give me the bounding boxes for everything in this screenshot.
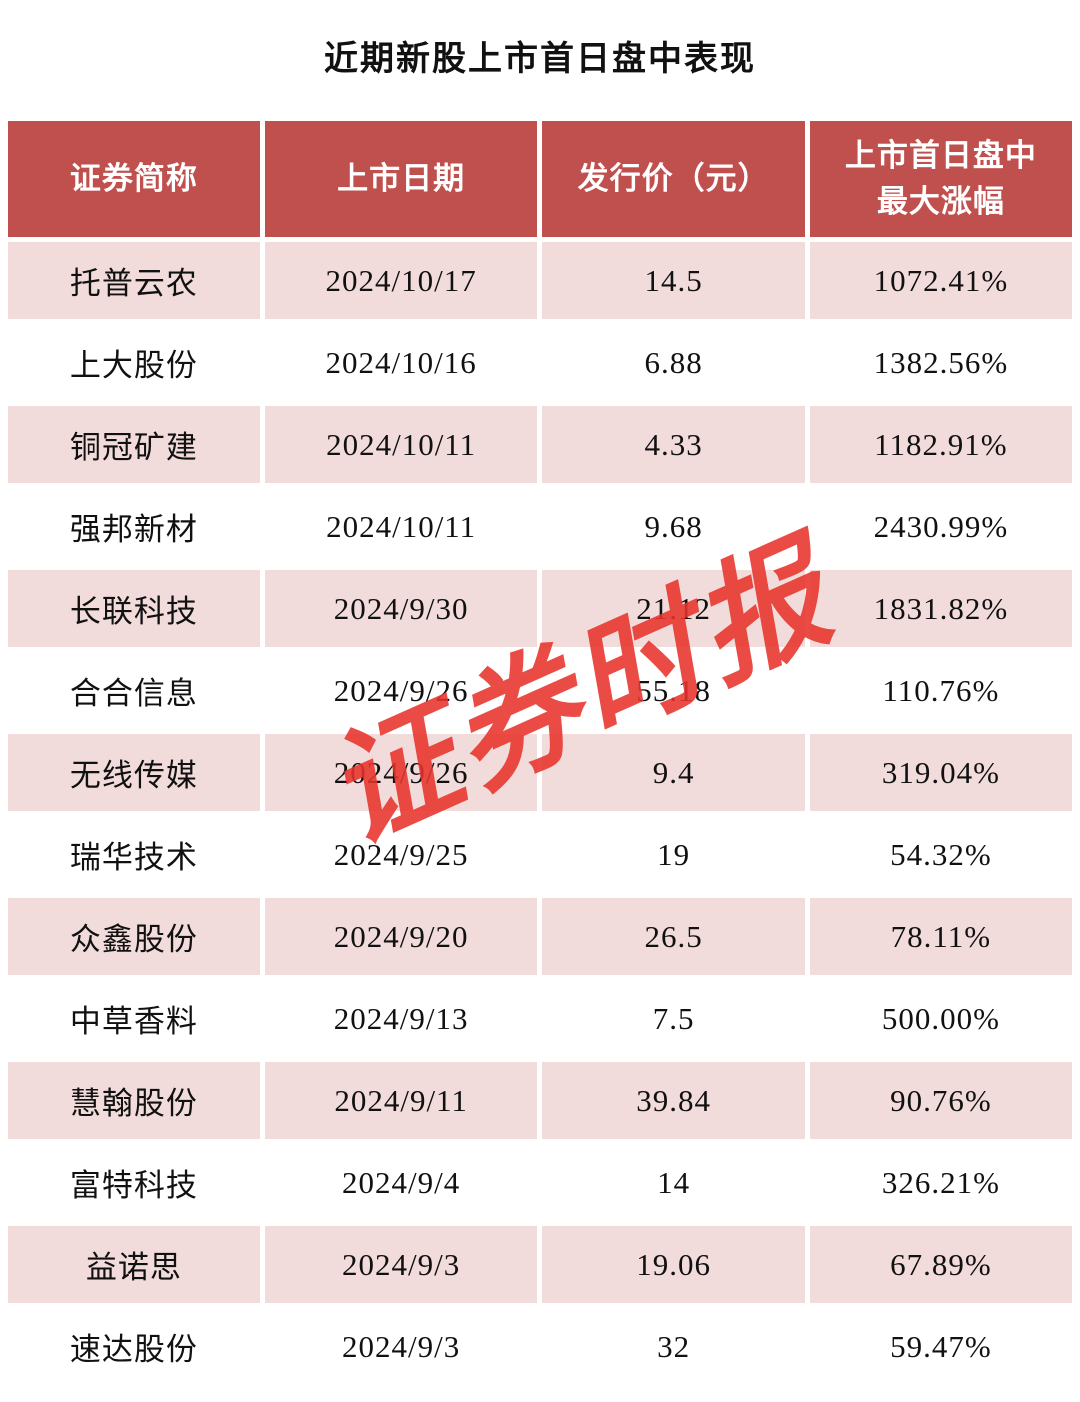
- table-cell: 7.5: [542, 980, 805, 1057]
- table-cell: 319.04%: [809, 734, 1072, 811]
- table-cell: 1072.41%: [809, 242, 1072, 319]
- table-cell: 90.76%: [809, 1062, 1072, 1139]
- table-cell: 26.5: [542, 898, 805, 975]
- table-cell: 慧翰股份: [8, 1062, 260, 1139]
- table-cell: 14.5: [542, 242, 805, 319]
- table-row: 长联科技 2024/9/30 21.12 1831.82%: [8, 570, 1072, 647]
- table-cell: 2024/9/4: [264, 1144, 538, 1221]
- table-row: 慧翰股份 2024/9/11 39.84 90.76%: [8, 1062, 1072, 1139]
- table-row: 瑞华技术 2024/9/25 19 54.32%: [8, 816, 1072, 893]
- table-cell: 众鑫股份: [8, 898, 260, 975]
- table-cell: 上大股份: [8, 324, 260, 401]
- table-cell: 2024/10/11: [264, 406, 538, 483]
- table-cell: 55.18: [542, 652, 805, 729]
- table-row: 上大股份 2024/10/16 6.88 1382.56%: [8, 324, 1072, 401]
- table-row: 速达股份 2024/9/3 32 59.47%: [8, 1308, 1072, 1385]
- table-cell: 78.11%: [809, 898, 1072, 975]
- table-row: 合合信息 2024/9/26 55.18 110.76%: [8, 652, 1072, 729]
- table-cell: 速达股份: [8, 1308, 260, 1385]
- table-row: 托普云农 2024/10/17 14.5 1072.41%: [8, 242, 1072, 319]
- ipo-table: 证券简称 上市日期 发行价（元） 上市首日盘中最大涨幅 托普云农 2024/10/17 1…: [3, 116, 1077, 1390]
- table-cell: 合合信息: [8, 652, 260, 729]
- table-row: 强邦新材 2024/10/11 9.68 2430.99%: [8, 488, 1072, 565]
- table-cell: 2024/10/16: [264, 324, 538, 401]
- table-cell: 19.06: [542, 1226, 805, 1303]
- table-cell: 110.76%: [809, 652, 1072, 729]
- table-cell: 1831.82%: [809, 570, 1072, 647]
- table-cell: 2024/10/17: [264, 242, 538, 319]
- table-row: 中草香料 2024/9/13 7.5 500.00%: [8, 980, 1072, 1057]
- table-cell: 2024/9/13: [264, 980, 538, 1057]
- column-header-3: 上市首日盘中最大涨幅: [809, 121, 1072, 237]
- table-cell: 39.84: [542, 1062, 805, 1139]
- column-header-2: 发行价（元）: [542, 121, 805, 237]
- column-header-1: 上市日期: [264, 121, 538, 237]
- table-cell: 2024/9/30: [264, 570, 538, 647]
- table-cell: 67.89%: [809, 1226, 1072, 1303]
- table-cell: 2024/9/20: [264, 898, 538, 975]
- table-cell: 2024/9/3: [264, 1226, 538, 1303]
- table-cell: 32: [542, 1308, 805, 1385]
- table-cell: 2024/9/26: [264, 734, 538, 811]
- table-row: 益诺思 2024/9/3 19.06 67.89%: [8, 1226, 1072, 1303]
- table-cell: 长联科技: [8, 570, 260, 647]
- table-cell: 1382.56%: [809, 324, 1072, 401]
- table-row: 无线传媒 2024/9/26 9.4 319.04%: [8, 734, 1072, 811]
- column-header-0: 证券简称: [8, 121, 260, 237]
- table-cell: 6.88: [542, 324, 805, 401]
- table-cell: 59.47%: [809, 1308, 1072, 1385]
- table-cell: 9.68: [542, 488, 805, 565]
- table-cell: 2024/10/11: [264, 488, 538, 565]
- table-cell: 1182.91%: [809, 406, 1072, 483]
- table-cell: 14: [542, 1144, 805, 1221]
- page-title: 近期新股上市首日盘中表现: [324, 41, 756, 78]
- table-cell: 无线传媒: [8, 734, 260, 811]
- table-cell: 2024/9/25: [264, 816, 538, 893]
- table-cell: 强邦新材: [8, 488, 260, 565]
- table-row: 铜冠矿建 2024/10/11 4.33 1182.91%: [8, 406, 1072, 483]
- table-cell: 2024/9/11: [264, 1062, 538, 1139]
- table-cell: 富特科技: [8, 1144, 260, 1221]
- table-cell: 2024/9/26: [264, 652, 538, 729]
- table-cell: 托普云农: [8, 242, 260, 319]
- table-cell: 益诺思: [8, 1226, 260, 1303]
- table-row: 富特科技 2024/9/4 14 326.21%: [8, 1144, 1072, 1221]
- table-cell: 铜冠矿建: [8, 406, 260, 483]
- table-cell: 21.12: [542, 570, 805, 647]
- table-cell: 2024/9/3: [264, 1308, 538, 1385]
- table-header-row: 证券简称 上市日期 发行价（元） 上市首日盘中最大涨幅: [8, 121, 1072, 237]
- table-cell: 19: [542, 816, 805, 893]
- table-cell: 326.21%: [809, 1144, 1072, 1221]
- table-row: 众鑫股份 2024/9/20 26.5 78.11%: [8, 898, 1072, 975]
- table-cell: 500.00%: [809, 980, 1072, 1057]
- table-cell: 54.32%: [809, 816, 1072, 893]
- table-cell: 中草香料: [8, 980, 260, 1057]
- table-cell: 2430.99%: [809, 488, 1072, 565]
- table-cell: 9.4: [542, 734, 805, 811]
- table-cell: 4.33: [542, 406, 805, 483]
- table-cell: 瑞华技术: [8, 816, 260, 893]
